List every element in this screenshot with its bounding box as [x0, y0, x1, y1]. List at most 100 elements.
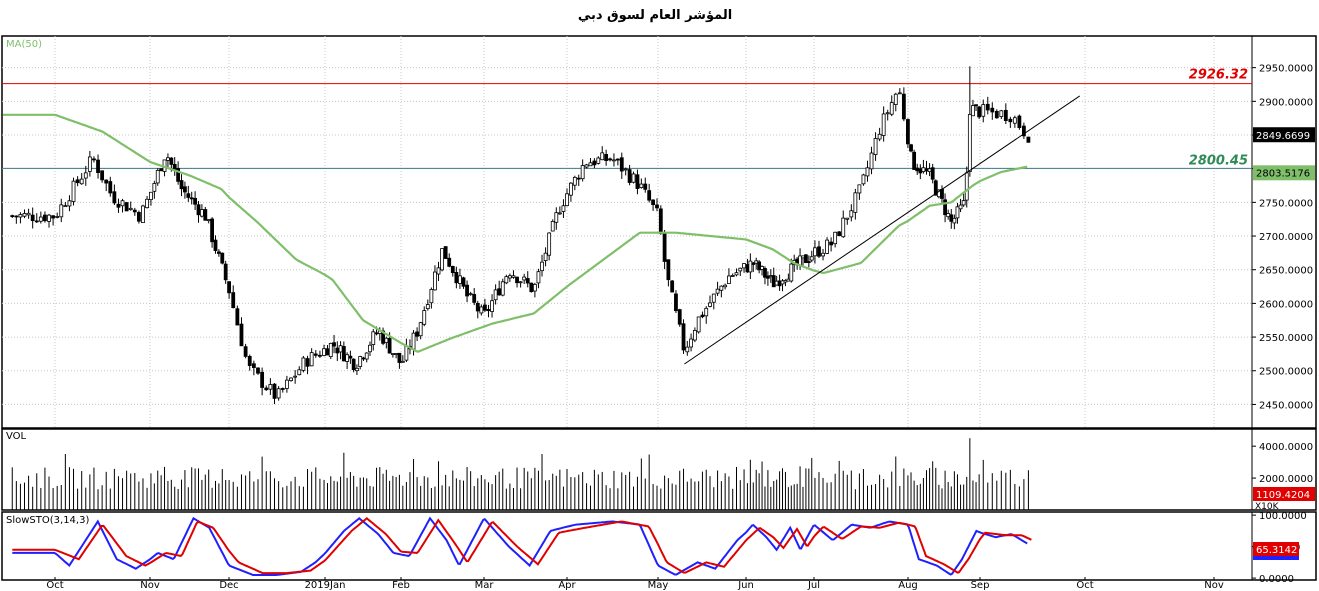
candle-body — [915, 167, 920, 172]
candle-body — [345, 354, 350, 362]
candle-body — [293, 375, 298, 378]
candle-body — [730, 275, 735, 277]
trendline — [684, 95, 1081, 365]
stoch-d-line — [12, 516, 1032, 575]
candle-body — [239, 323, 244, 347]
candle-body — [443, 246, 448, 259]
candle-body — [475, 302, 480, 312]
candle-body — [22, 213, 27, 217]
stoch-tick-label: 0.0000 — [1259, 574, 1294, 585]
candle-body — [55, 216, 60, 218]
price-tick-label: 2900.0000 — [1259, 97, 1313, 108]
candle-body — [615, 158, 620, 161]
volume-value-label: 1109.4204 — [1256, 490, 1310, 501]
candle-body — [554, 212, 559, 223]
candle-body — [715, 288, 720, 294]
price-tick-label: 2600.0000 — [1259, 299, 1313, 310]
candle-body — [522, 276, 527, 281]
candle-body — [328, 342, 333, 357]
candle-body — [918, 168, 923, 174]
candle-body — [213, 239, 218, 251]
candle-body — [284, 379, 289, 389]
x-tick-label: Jul — [807, 580, 820, 591]
x-tick-label: Nov — [1204, 580, 1224, 591]
candle-body — [38, 216, 43, 222]
candle-body — [893, 93, 898, 105]
moving-average-line — [3, 113, 1028, 353]
candle-body — [374, 332, 379, 335]
candle-body — [341, 346, 346, 362]
candle-body — [631, 173, 636, 183]
candle-body — [322, 348, 326, 356]
candle-body — [881, 113, 886, 136]
candle-body — [104, 179, 109, 184]
stoch-value-label: 65.3142 — [1256, 545, 1297, 556]
candle-body — [837, 231, 842, 237]
candle-body — [268, 384, 273, 390]
candle-body — [280, 388, 285, 390]
candle-body — [608, 158, 612, 161]
stoch-value-box-k — [1253, 556, 1299, 560]
candle-body — [176, 168, 181, 182]
candle-body — [994, 110, 999, 119]
candle-body — [348, 355, 353, 359]
stochastic-panel-frame — [1, 511, 1317, 581]
resistance-label: 2926.32 — [1189, 68, 1248, 83]
candle-body — [817, 246, 821, 257]
candle-body — [361, 357, 366, 360]
candle-body — [461, 277, 466, 287]
candle-body — [220, 252, 225, 264]
candle-body — [493, 289, 498, 301]
candle-body — [619, 157, 624, 172]
candle-body — [325, 348, 330, 356]
price-tick-label: 2650.0000 — [1259, 266, 1313, 277]
candle-body — [604, 154, 609, 161]
candle-body — [34, 220, 39, 223]
candle-body — [216, 251, 221, 254]
candle-body — [518, 281, 523, 284]
candle-body — [943, 199, 947, 216]
candle-body — [897, 92, 902, 95]
candle-body — [136, 212, 141, 222]
candle-body — [857, 184, 862, 194]
candle-body — [289, 377, 293, 382]
candle-body — [206, 219, 211, 222]
candle-body — [1021, 125, 1026, 137]
candle-body — [200, 209, 204, 217]
candle-body — [318, 354, 322, 357]
candle-body — [297, 369, 302, 376]
candle-body — [301, 357, 306, 371]
candle-body — [909, 144, 913, 152]
candle-body — [869, 152, 874, 170]
candle-body — [429, 289, 434, 304]
candle-body — [465, 284, 469, 297]
candle-body — [681, 323, 686, 351]
candle-body — [490, 300, 494, 312]
ma-legend-label: MA(50) — [6, 39, 42, 50]
candle-body — [75, 179, 80, 184]
candle-body — [422, 310, 427, 325]
candle-body — [355, 367, 359, 372]
candle-body — [804, 254, 808, 264]
candle-body — [51, 215, 55, 219]
candle-body — [557, 212, 562, 215]
candle-body — [576, 177, 581, 180]
volume-tick-label: 4000.0000 — [1259, 442, 1313, 453]
candle-body — [152, 183, 157, 192]
candle-body — [639, 183, 644, 188]
candle-body — [525, 278, 530, 284]
candle-body — [368, 344, 372, 353]
candle-body — [511, 275, 516, 278]
candle-body — [203, 209, 208, 221]
candle-body — [92, 158, 96, 161]
candle-body — [504, 276, 509, 284]
candle-body — [223, 263, 228, 281]
x-tick-label: Dec — [219, 580, 238, 591]
candle-body — [128, 207, 133, 210]
candle-body — [1017, 115, 1022, 128]
candle-body — [540, 261, 544, 272]
candle-body — [186, 193, 191, 198]
x-tick-label: Jun — [737, 580, 754, 591]
